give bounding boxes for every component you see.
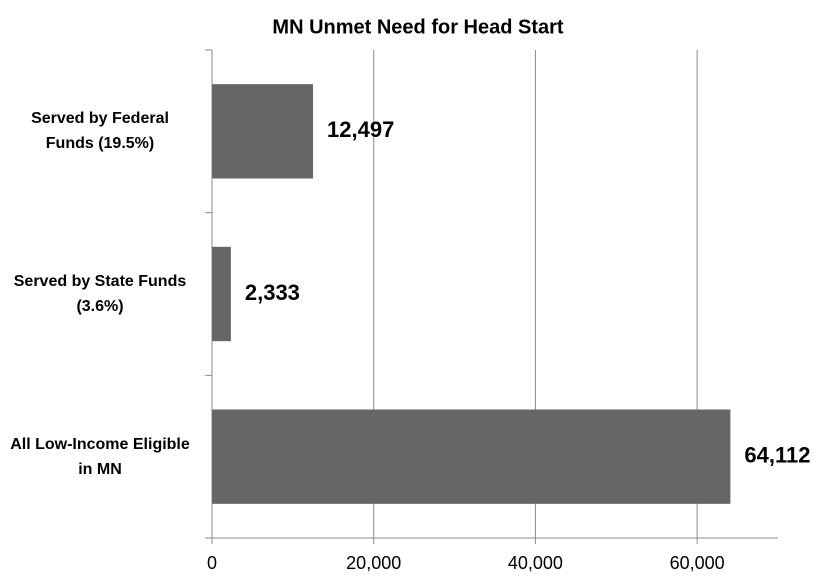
chart-title: MN Unmet Need for Head Start bbox=[272, 16, 563, 38]
bar bbox=[212, 246, 231, 342]
bar bbox=[212, 409, 731, 504]
data-label: 64,112 bbox=[744, 442, 810, 467]
x-tick-label: 0 bbox=[207, 553, 217, 573]
y-tick-label: Served by State Funds (3.6%) bbox=[13, 273, 187, 315]
data-label: 12,497 bbox=[327, 117, 394, 142]
bar bbox=[212, 84, 314, 179]
y-tick-label: All Low-Income Eligible in MN bbox=[10, 435, 190, 478]
y-tick-label: Served by Federal Funds (19.5%) bbox=[31, 110, 169, 153]
data-label: 2,333 bbox=[245, 280, 300, 305]
x-tick-label: 20,000 bbox=[346, 553, 401, 573]
x-tick-label: 60,000 bbox=[670, 553, 725, 573]
x-tick-label: 40,000 bbox=[508, 553, 563, 573]
